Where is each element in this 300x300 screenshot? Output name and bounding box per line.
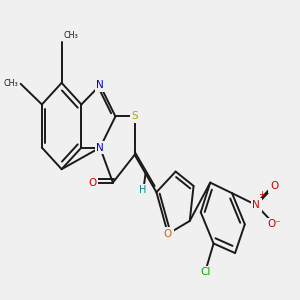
Text: CH₃: CH₃ [4,79,19,88]
Text: N: N [96,142,104,153]
Text: O: O [88,178,97,188]
Text: +: + [259,190,266,199]
Text: O: O [270,181,278,191]
Text: H: H [139,185,147,195]
Text: N: N [96,80,104,90]
Text: CH₃: CH₃ [64,31,78,40]
Text: O⁻: O⁻ [267,219,281,229]
Text: N: N [253,200,260,210]
Text: Cl: Cl [200,267,210,277]
Text: S: S [131,111,138,122]
Text: O: O [164,229,172,239]
